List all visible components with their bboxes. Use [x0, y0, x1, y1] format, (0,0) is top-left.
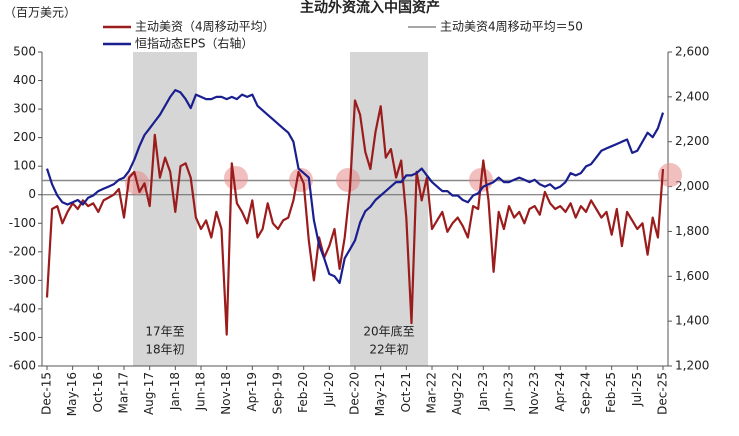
- x-tick-label: Dec-20: [348, 372, 362, 415]
- y2-tick-label: 1,400: [675, 314, 709, 328]
- highlight-circle: [658, 163, 682, 187]
- x-tick-label: Jun-23: [502, 372, 516, 411]
- x-tick-label: Apr-19: [245, 372, 259, 412]
- y-tick-label: -200: [9, 244, 36, 258]
- x-tick-label: Mar-17: [117, 372, 131, 413]
- legend-label: 恒指动态EPS（右轴）: [135, 36, 253, 51]
- y2-tick-label: 2,600: [675, 45, 709, 59]
- chart-title: 主动外资流入中国资产: [300, 0, 440, 16]
- x-tick-label: Sep-24: [579, 372, 593, 414]
- x-tick-label: May-16: [65, 372, 79, 416]
- y-tick-label: 0: [28, 187, 36, 201]
- x-tick-label: Feb-25: [604, 372, 618, 413]
- y2-tick-label: 2,000: [675, 179, 709, 193]
- y-tick-label: 400: [13, 73, 36, 87]
- x-tick-label: Aug-22: [450, 372, 464, 415]
- x-tick-label: Nov-18: [219, 372, 233, 415]
- y-tick-label: 100: [13, 159, 36, 173]
- x-tick-label: Dec-15: [40, 372, 54, 415]
- y-tick-label: -100: [9, 216, 36, 230]
- y-tick-label: 300: [13, 102, 36, 116]
- y2-tick-label: 2,400: [675, 89, 709, 103]
- y-tick-label: 500: [13, 45, 36, 59]
- x-tick-label: Jun-18: [194, 372, 208, 411]
- y-tick-label: 200: [13, 130, 36, 144]
- x-tick-label: Oct-21: [399, 372, 413, 412]
- y-tick-label: -300: [9, 273, 36, 287]
- highlight-circle: [336, 168, 360, 192]
- shaded-period: [133, 52, 197, 366]
- x-tick-label: Oct-16: [91, 372, 105, 412]
- x-tick-label: Jul-20: [322, 372, 336, 407]
- x-tick-label: Mar-22: [425, 372, 439, 413]
- x-tick-label: Apr-24: [553, 372, 567, 412]
- highlight-circle: [224, 166, 248, 190]
- annotation: 20年底至: [363, 324, 414, 339]
- x-tick-label: Aug-17: [142, 372, 156, 415]
- y-tick-label: -600: [9, 359, 36, 373]
- x-tick-label: Nov-23: [527, 372, 541, 415]
- annotation: 18年初: [145, 343, 184, 357]
- x-tick-label: May-21: [373, 372, 387, 416]
- x-tick-label: Jan-23: [476, 372, 490, 411]
- y2-tick-label: 2,200: [675, 134, 709, 148]
- x-tick-label: Dec-25: [656, 372, 670, 415]
- x-tick-label: Sep-19: [271, 372, 285, 414]
- x-tick-label: Jul-25: [630, 372, 644, 407]
- y2-tick-label: 1,200: [675, 359, 709, 373]
- annotation: 17年至: [145, 325, 184, 339]
- y2-tick-label: 1,800: [675, 224, 709, 238]
- y-tick-label: -400: [9, 301, 36, 315]
- shaded-periods: [133, 52, 428, 366]
- y-tick-label: -500: [9, 330, 36, 344]
- annotation: 22年初: [369, 343, 408, 357]
- unit-label: （百万美元）: [4, 6, 76, 20]
- legend-label: 主动美资（4周移动平均）: [135, 20, 275, 34]
- series-line: [45, 89, 665, 285]
- legend-label: 主动美资4周移动平均＝50: [440, 20, 583, 34]
- x-tick-label: Jan-18: [168, 372, 182, 411]
- x-tick-label: Feb-20: [296, 372, 310, 413]
- series-line: [45, 99, 665, 336]
- y2-tick-label: 1,600: [675, 269, 709, 283]
